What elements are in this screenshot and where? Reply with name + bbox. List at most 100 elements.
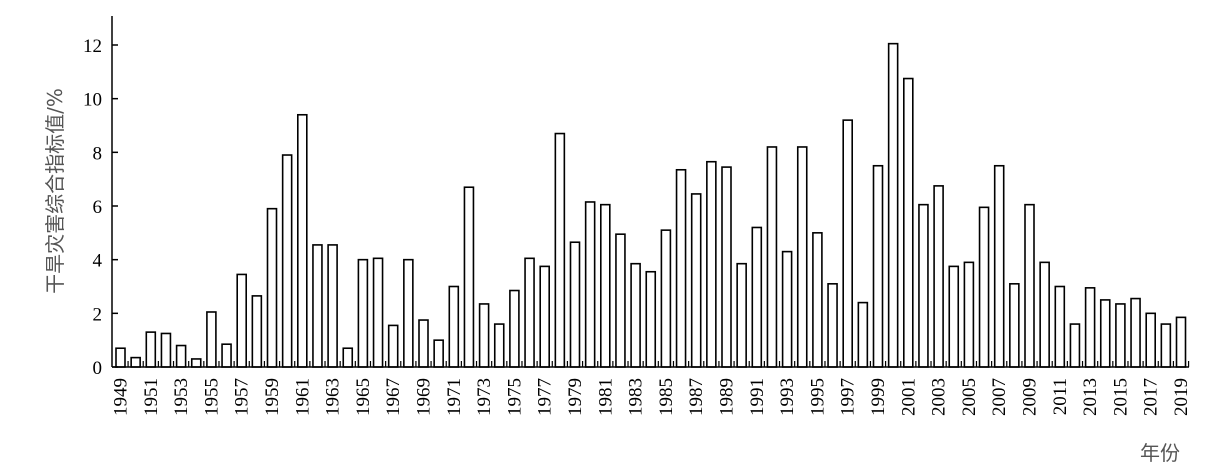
bar-1986 bbox=[675, 168, 687, 368]
bar-1993 bbox=[781, 250, 793, 368]
x-tick-label-1969: 1969 bbox=[414, 378, 435, 416]
x-axis-label: 年份 bbox=[1140, 441, 1180, 465]
bar-2000 bbox=[887, 42, 899, 368]
bar-1962 bbox=[312, 244, 323, 368]
bar-1992 bbox=[766, 146, 778, 368]
x-tick-label-1991: 1991 bbox=[747, 378, 768, 416]
x-tick-label-1999: 1999 bbox=[868, 378, 889, 416]
bar-2014 bbox=[1099, 299, 1111, 368]
bar-1965 bbox=[357, 258, 369, 368]
x-tick-label-1985: 1985 bbox=[656, 378, 677, 416]
bar-1985 bbox=[660, 229, 672, 368]
bar-1975 bbox=[509, 289, 520, 368]
bar-1976 bbox=[524, 257, 535, 368]
bar-1977 bbox=[539, 265, 551, 368]
bar-1980 bbox=[584, 201, 596, 368]
bar-1978 bbox=[554, 132, 566, 368]
bar-1951 bbox=[145, 331, 157, 368]
bar-2018 bbox=[1160, 323, 1172, 368]
bar-1964 bbox=[342, 347, 354, 368]
bar-1981 bbox=[599, 203, 611, 368]
bar-2003 bbox=[933, 185, 944, 368]
y-tick-label: 10 bbox=[83, 90, 102, 111]
bar-2019 bbox=[1175, 316, 1187, 368]
x-tick-label-2007: 2007 bbox=[989, 378, 1010, 416]
bar-1968 bbox=[403, 258, 414, 368]
x-tick-label-1993: 1993 bbox=[777, 378, 798, 416]
bar-1973 bbox=[478, 303, 490, 368]
x-tick-label-1997: 1997 bbox=[838, 378, 859, 416]
x-tick-label-1987: 1987 bbox=[686, 378, 707, 416]
bar-1994 bbox=[796, 146, 808, 368]
bar-1998 bbox=[857, 301, 869, 368]
bar-1969 bbox=[418, 319, 429, 368]
bar-2004 bbox=[948, 265, 960, 368]
x-ticks-layer: 1949 1951 1953 1955 1957 1959 1961 1963 1965 1967… bbox=[111, 361, 1192, 416]
bars-layer bbox=[115, 42, 1187, 368]
bar-2002 bbox=[918, 203, 929, 368]
bar-1979 bbox=[569, 241, 581, 368]
bar-2005 bbox=[963, 261, 975, 368]
x-tick-label-1995: 1995 bbox=[807, 378, 828, 416]
y-axis-label: 干旱灾害综合指标值/% bbox=[43, 88, 67, 294]
bar-1999 bbox=[872, 164, 884, 368]
x-tick-label-1983: 1983 bbox=[626, 378, 647, 416]
x-tick-label-1949: 1949 bbox=[111, 378, 132, 416]
bar-1952 bbox=[160, 332, 172, 368]
y-tick-label: 4 bbox=[93, 251, 103, 272]
bar-1991 bbox=[751, 226, 763, 368]
bar-1961 bbox=[296, 113, 308, 368]
x-tick-label-1961: 1961 bbox=[292, 378, 313, 416]
bar-1996 bbox=[827, 283, 838, 368]
x-tick-label-2017: 2017 bbox=[1141, 378, 1162, 416]
bar-2007 bbox=[993, 164, 1005, 368]
bar-1958 bbox=[251, 295, 263, 368]
bar-1987 bbox=[690, 193, 702, 368]
x-tick-label-2019: 2019 bbox=[1171, 378, 1192, 416]
bar-1982 bbox=[615, 233, 626, 368]
bar-2001 bbox=[902, 77, 914, 368]
bar-1954 bbox=[190, 358, 202, 368]
x-tick-label-2003: 2003 bbox=[929, 378, 950, 416]
y-tick-label: 2 bbox=[93, 304, 103, 325]
bar-2012 bbox=[1069, 323, 1081, 368]
bar-1959 bbox=[266, 207, 278, 368]
bar-2008 bbox=[1009, 283, 1020, 368]
x-tick-label-1979: 1979 bbox=[565, 378, 586, 416]
x-tick-label-1953: 1953 bbox=[171, 378, 192, 416]
x-tick-label-1951: 1951 bbox=[141, 378, 162, 416]
bar-2006 bbox=[978, 206, 990, 368]
x-tick-label-1975: 1975 bbox=[504, 378, 525, 416]
bar-2015 bbox=[1115, 303, 1126, 368]
x-tick-label-1989: 1989 bbox=[717, 378, 738, 416]
bar-1972 bbox=[463, 186, 475, 368]
bar-2016 bbox=[1130, 297, 1141, 368]
bar-1971 bbox=[448, 285, 460, 368]
bar-2009 bbox=[1024, 203, 1035, 368]
bar-1950 bbox=[130, 356, 141, 368]
bar-1966 bbox=[372, 257, 384, 368]
bar-1983 bbox=[630, 262, 641, 368]
x-tick-label-2015: 2015 bbox=[1110, 378, 1131, 416]
x-tick-label-1957: 1957 bbox=[232, 378, 253, 416]
bar-1967 bbox=[387, 324, 399, 368]
bar-1970 bbox=[433, 339, 444, 368]
x-tick-label-2009: 2009 bbox=[1020, 378, 1041, 416]
bar-1955 bbox=[206, 311, 217, 368]
bar-1953 bbox=[175, 344, 187, 368]
x-tick-label-2001: 2001 bbox=[898, 378, 919, 416]
bar-2017 bbox=[1145, 312, 1156, 368]
bar-1995 bbox=[812, 232, 823, 368]
x-tick-label-2013: 2013 bbox=[1080, 378, 1101, 416]
y-tick-label: 0 bbox=[93, 358, 103, 379]
y-ticks-layer: 0 2 4 6 8 10 12 bbox=[83, 36, 118, 379]
y-tick-label: 8 bbox=[93, 143, 103, 164]
x-tick-label-1967: 1967 bbox=[383, 378, 404, 416]
y-tick-label: 6 bbox=[93, 197, 103, 218]
x-tick-label-1973: 1973 bbox=[474, 378, 495, 416]
bar-1988 bbox=[706, 160, 717, 368]
bar-1949 bbox=[115, 347, 126, 368]
x-tick-label-1977: 1977 bbox=[535, 378, 556, 416]
x-tick-label-2011: 2011 bbox=[1050, 378, 1071, 415]
